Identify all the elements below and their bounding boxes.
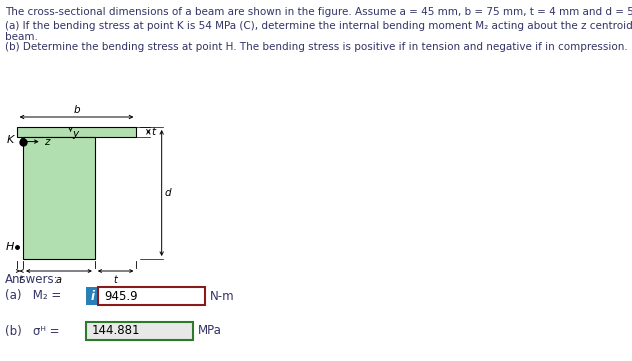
Text: The cross-sectional dimensions of a beam are shown in the figure. Assume a = 45 : The cross-sectional dimensions of a beam… [5,7,632,17]
Text: 945.9: 945.9 [104,290,137,303]
FancyBboxPatch shape [99,287,205,305]
Text: (a)   M₂ =: (a) M₂ = [5,290,61,303]
Text: MPa: MPa [198,325,222,338]
Text: H: H [6,242,14,252]
Text: t: t [114,275,118,285]
Text: (b) Determine the bending stress at point H. The bending stress is positive if i: (b) Determine the bending stress at poin… [5,42,628,52]
Text: 144.881: 144.881 [92,325,140,338]
Text: z: z [44,136,49,147]
Polygon shape [16,127,137,136]
Text: t: t [151,127,155,137]
Text: K: K [7,135,14,145]
Text: a: a [56,275,62,285]
Text: b: b [73,105,80,115]
Text: beam.: beam. [5,32,38,42]
Text: t: t [18,275,21,285]
Text: y: y [73,129,78,139]
Polygon shape [23,136,95,259]
Text: d: d [164,188,171,198]
FancyBboxPatch shape [87,322,193,340]
Text: N-m: N-m [210,290,235,303]
Text: (a) If the bending stress at point K is 54 MPa (C), determine the internal bendi: (a) If the bending stress at point K is … [5,21,632,31]
Text: (b)   σᴴ =: (b) σᴴ = [5,325,60,338]
Text: i: i [90,290,94,303]
FancyBboxPatch shape [87,287,99,305]
Text: Answers:: Answers: [5,273,59,286]
